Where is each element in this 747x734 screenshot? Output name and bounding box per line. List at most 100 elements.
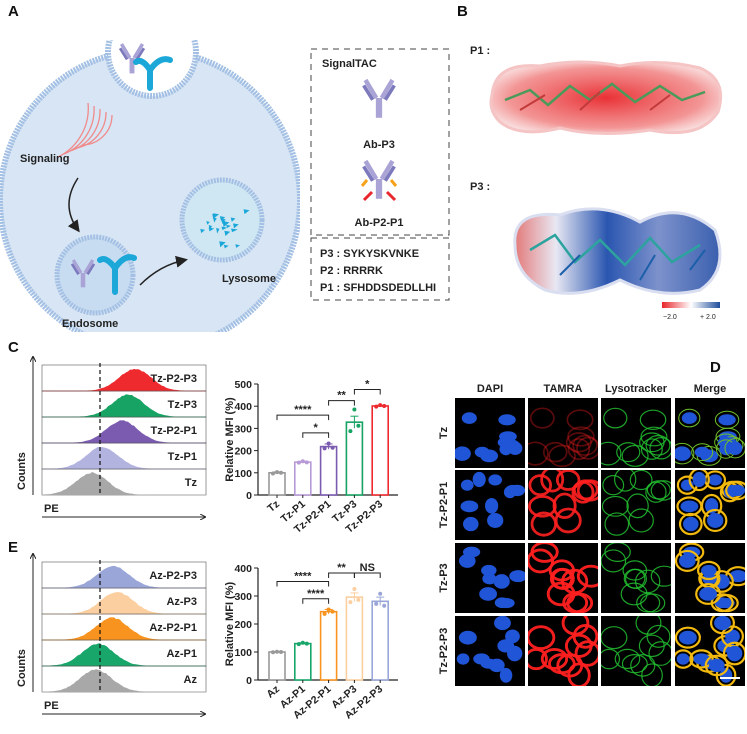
protein-fragment <box>213 213 220 219</box>
data-point <box>326 441 331 446</box>
nucleus <box>459 553 476 568</box>
panel-label-c: C <box>8 339 19 356</box>
y-tick-label: 500 <box>234 379 252 391</box>
significance-label: **** <box>307 588 325 600</box>
cell-membrane-lysotracker <box>629 470 653 491</box>
protein-fragment <box>208 227 215 232</box>
nucleus <box>678 630 697 645</box>
nucleus <box>460 479 474 491</box>
nucleus <box>485 498 499 514</box>
cell-membrane-merge <box>675 649 694 669</box>
p3-label: P3 : <box>470 181 490 193</box>
protein-fragment <box>223 244 229 249</box>
nucleus <box>729 484 745 497</box>
x-tick-label: Tz <box>265 498 282 515</box>
nucleus <box>708 474 722 486</box>
significance-label: * <box>365 379 370 391</box>
nucleus <box>456 653 470 665</box>
cell-membrane-lysotracker <box>648 641 671 666</box>
cell-membrane-merge <box>689 649 714 669</box>
cell-membrane-lysotracker <box>622 560 648 581</box>
micrograph-tz-p2-p1-dapi <box>455 470 525 540</box>
y-tick-label: 0 <box>246 675 252 687</box>
cell-membrane-lysotracker <box>601 495 629 517</box>
micrograph-tz-p3-merge <box>675 543 745 613</box>
cell-membrane-merge <box>696 560 721 581</box>
y-axis-label: Relative MFI (%) <box>224 397 236 482</box>
cell-membrane-lysotracker <box>601 648 621 670</box>
cell-membrane-merge <box>675 626 701 649</box>
cell-membrane-lysotracker <box>601 441 622 466</box>
scale-max-label: + 2.0 <box>700 314 716 321</box>
data-point <box>304 641 309 646</box>
data-point <box>352 587 357 591</box>
p3-electrostatic-surface <box>513 207 722 295</box>
cell-membrane-merge <box>702 508 728 533</box>
cell-membrane-lysotracker <box>604 543 631 563</box>
cell-membrane-tamra <box>528 625 556 651</box>
cell-membrane-lysotracker <box>614 648 641 670</box>
cell-membrane-lysotracker <box>614 470 637 492</box>
cell-membrane-tamra <box>548 444 576 468</box>
nucleus <box>718 414 736 426</box>
bar <box>293 461 312 496</box>
series-label: Az <box>184 674 198 686</box>
cell-membrane-merge <box>724 438 745 459</box>
electrostatic-colorbar: −2.0 + 2.0 <box>662 302 720 321</box>
nucleus <box>507 441 523 455</box>
y-tick-label: 400 <box>234 563 252 575</box>
series-label: Tz-P2-P3 <box>151 373 197 385</box>
micrograph-content <box>675 616 745 686</box>
cell-membrane-lysotracker <box>650 480 671 501</box>
cell-membrane-tamra <box>576 479 598 502</box>
cell-membrane-merge <box>678 408 701 428</box>
arrow-to-lysosome <box>139 255 188 286</box>
micrograph-tz-p2-p1-lysotracker <box>601 470 671 540</box>
significance-bracket <box>276 580 330 587</box>
nucleus <box>675 446 691 461</box>
data-point <box>330 445 335 450</box>
histogram-e: Counts PE Az-P2-P3 Az-P3 Az-P2-P1 Az-P1 Az <box>16 554 207 714</box>
bar <box>268 651 286 681</box>
y-tick-label: 200 <box>234 446 252 458</box>
micrograph-content <box>456 616 523 683</box>
series-label: Az-P1 <box>166 648 197 660</box>
data-point <box>322 611 327 616</box>
protein-fragment <box>243 209 250 215</box>
nucleus <box>463 516 479 532</box>
y-tick-label: 200 <box>234 619 252 631</box>
cell-membrane-lysotracker <box>645 435 671 456</box>
nucleus <box>493 574 510 589</box>
cell-membrane-tamra <box>572 623 598 649</box>
protein-fragment <box>213 217 217 223</box>
cell-membrane-merge <box>709 616 735 635</box>
nucleus <box>474 446 490 458</box>
micrograph-tz-p3-dapi <box>455 543 525 613</box>
significance-label: **** <box>294 570 312 582</box>
nucleus <box>509 570 525 583</box>
data-point <box>382 603 387 608</box>
nucleus <box>719 667 733 683</box>
sequence-p1: P1 : SFHDDSDEDLLHI <box>320 282 436 294</box>
nucleus <box>714 616 731 631</box>
nucleus <box>494 597 510 609</box>
data-point <box>279 650 283 654</box>
cell-membrane-merge <box>725 480 745 501</box>
data-point <box>322 446 327 451</box>
data-point <box>275 470 279 475</box>
row-label: Tz-P2-P1 <box>438 482 450 528</box>
data-point <box>348 600 353 605</box>
panel-label-e: E <box>8 539 18 556</box>
micrograph-tz-merge <box>675 398 745 468</box>
data-point <box>352 407 357 412</box>
bar <box>293 642 312 681</box>
nucleus <box>701 564 717 576</box>
nucleus <box>488 658 505 673</box>
cell-membrane-lysotracker <box>624 568 647 590</box>
cell-membrane-tamra <box>554 507 582 534</box>
micrograph-tz-p2-p3-lysotracker <box>601 616 671 686</box>
cell-membrane-lysotracker <box>640 426 668 447</box>
bar <box>319 610 338 681</box>
